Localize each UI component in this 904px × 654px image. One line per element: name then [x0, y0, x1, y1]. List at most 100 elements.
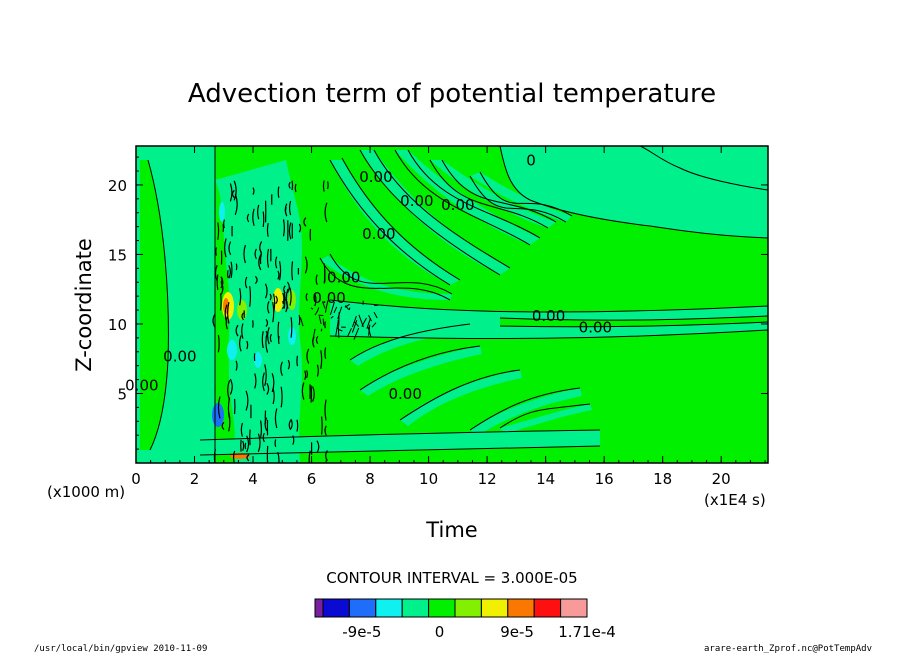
- contour-line: [246, 435, 250, 453]
- contour-line: [223, 219, 225, 229]
- contour-line: [285, 288, 289, 309]
- contour-line: [341, 157, 461, 281]
- contour-line: [281, 300, 285, 310]
- contour-line: [257, 433, 261, 453]
- contour-line: [310, 307, 314, 310]
- contour-line: [371, 322, 377, 328]
- contour-line: [227, 380, 231, 401]
- contour-line: [242, 440, 245, 451]
- contour-line: [286, 281, 290, 294]
- x-tick-label: 0: [131, 470, 141, 488]
- contour-line: [305, 292, 308, 302]
- x-tick-label: 2: [190, 470, 200, 488]
- contour-line: [324, 202, 328, 223]
- contour-line: [266, 248, 270, 268]
- contour-line: [235, 324, 239, 337]
- contour-line: [280, 361, 283, 376]
- colorbar-swatch: [428, 598, 456, 618]
- y-axis: 5 10 15 20: [108, 156, 768, 464]
- contour-line: [229, 183, 233, 202]
- contour-line: [225, 316, 228, 330]
- contour-line: [319, 257, 451, 301]
- y-tick-label: 15: [108, 246, 127, 264]
- contour-line: [308, 450, 311, 463]
- contour-line: [337, 306, 343, 320]
- contour-line: [354, 321, 359, 327]
- contour-line: [299, 317, 304, 327]
- contour-line: [315, 274, 318, 285]
- contour-line: [274, 408, 278, 429]
- x-tick-label: 20: [712, 470, 731, 488]
- contour-line: [254, 275, 258, 285]
- contour-line: [290, 317, 293, 338]
- contour-line: [324, 425, 327, 436]
- contour-line: [296, 355, 299, 367]
- contour-line: [220, 281, 224, 296]
- contour-line: [288, 419, 292, 431]
- field-low-band: [200, 430, 600, 455]
- contour-line: [346, 327, 352, 338]
- contour-line: [231, 189, 235, 199]
- colorbar-swatch: [454, 598, 482, 618]
- contour-line: [254, 248, 257, 260]
- x-tick-label: 10: [419, 470, 438, 488]
- contour-line: [217, 396, 221, 419]
- contour-line: [499, 403, 591, 429]
- contour-line: [215, 247, 218, 256]
- contour-line: [320, 350, 323, 370]
- contour-line: [394, 149, 531, 246]
- contour-label: 0.00: [441, 196, 474, 214]
- contour-line: [333, 306, 338, 314]
- contour-line: [294, 183, 297, 193]
- contour-line: [266, 382, 270, 395]
- contour-line: [327, 181, 329, 190]
- contour-line: [273, 293, 276, 313]
- y-axis-unit: (x1000 m): [47, 483, 125, 501]
- y-axis-label: Z-coordinate: [72, 238, 96, 372]
- contour-line: [239, 335, 242, 352]
- contour-line: [322, 180, 325, 192]
- contour-line: [147, 159, 169, 451]
- contour-line: [275, 256, 278, 269]
- contour-labels: 0 0.00 0.00 0.00 0.00 0.00 0.00 0.00 0.00 0.00 0.0…: [125, 151, 612, 403]
- footer-right-text: arare-earth_Zprof.nc@PotTempAdv: [704, 644, 872, 654]
- contour-line: [499, 315, 768, 321]
- contour-line: [252, 187, 255, 195]
- contour-line: [291, 180, 294, 191]
- contour-line: [324, 347, 327, 359]
- contour-line: [304, 256, 308, 274]
- contour-label: 0: [526, 151, 536, 169]
- contour-line: [373, 149, 511, 269]
- contour-line: [213, 448, 216, 463]
- contour-line: [469, 175, 567, 223]
- y-tick-label: 20: [108, 177, 127, 195]
- field-left-inner: [140, 160, 169, 450]
- contour-label: 0.00: [579, 318, 612, 336]
- contour-line: [296, 419, 299, 432]
- contour-line: [336, 327, 339, 330]
- contour-line: [373, 311, 378, 319]
- contour-line: [217, 334, 220, 353]
- colorbar-swatch: [507, 598, 535, 618]
- contour-line: [271, 373, 275, 393]
- contour-line: [314, 310, 319, 316]
- contour-line: [329, 299, 768, 313]
- colorbar-swatch: [375, 598, 403, 618]
- contour-line: [290, 418, 293, 430]
- x-tick-label: 14: [536, 470, 555, 488]
- x-tick-label: 4: [248, 470, 258, 488]
- contour-line: [262, 432, 265, 443]
- contour-line: [221, 421, 225, 431]
- contour-line: [329, 253, 453, 295]
- contour-line: [318, 316, 322, 325]
- contour-line: [216, 274, 219, 290]
- colorbar-swatch: [348, 598, 377, 618]
- contour-line: [288, 222, 292, 240]
- contour-line: [323, 263, 326, 284]
- contour-line: [224, 304, 228, 324]
- x-tick-label: 12: [478, 470, 497, 488]
- contour-line: [260, 420, 262, 439]
- contour-line: [292, 435, 295, 445]
- contour-line: [280, 386, 283, 408]
- contour-line: [283, 285, 286, 294]
